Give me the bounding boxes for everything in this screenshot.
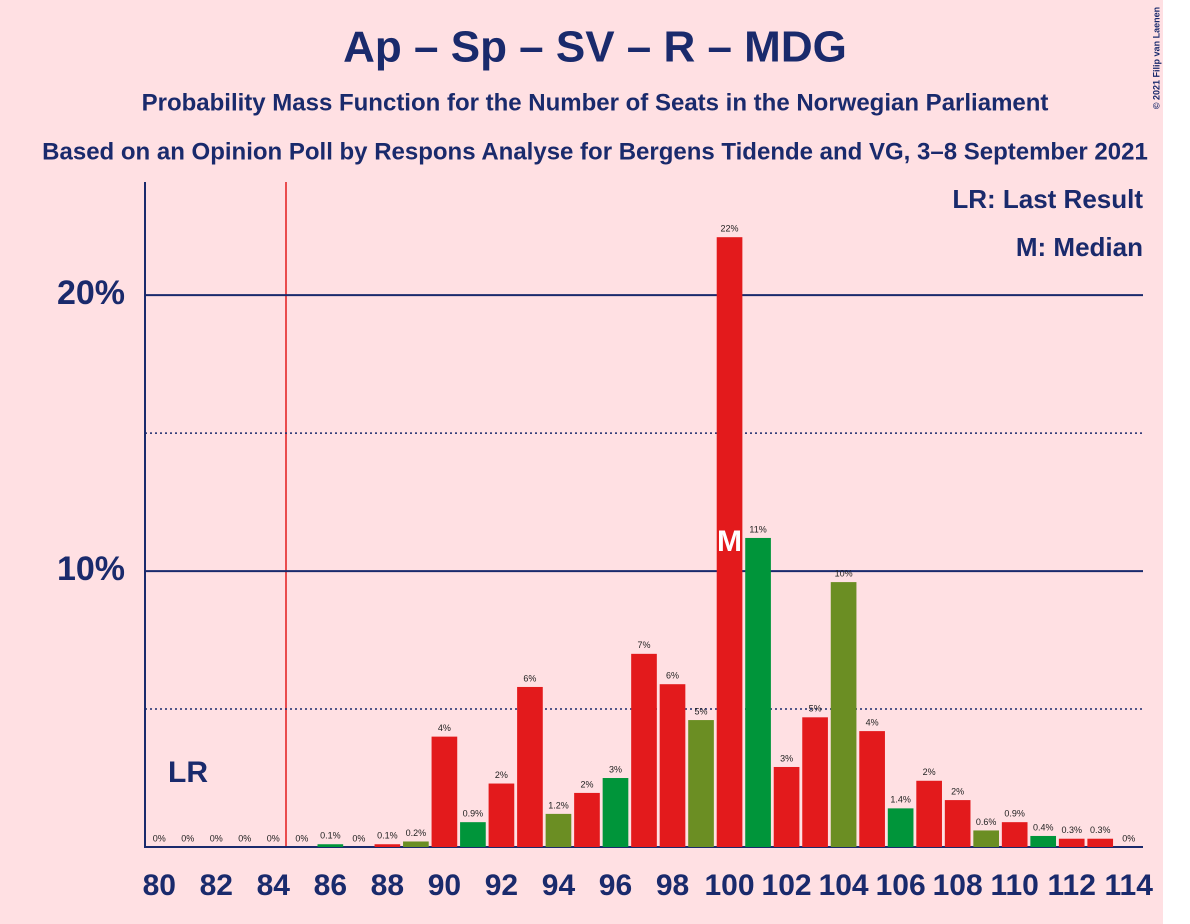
x-tick-label: 80 [143,869,176,902]
value-label: 4% [438,723,451,733]
bar [403,841,429,847]
value-label: 6% [666,671,679,681]
subtitle: Based on an Opinion Poll by Respons Anal… [42,138,1148,165]
bar [1001,822,1028,847]
x-tick-label: 94 [542,869,576,902]
bar [631,653,657,847]
value-label: 2% [923,767,936,777]
median-marker: M [717,525,742,558]
chart-title: Ap – Sp – SV – R – MDG [343,23,847,72]
x-tick-label: 112 [1048,869,1096,902]
value-label: 3% [609,764,622,774]
value-label: 0.1% [377,831,398,841]
value-label: 0% [267,833,280,843]
bar [745,537,771,847]
bar [1058,838,1085,847]
x-tick-label: 92 [485,869,518,902]
legend-entry: LR: Last Result [952,184,1143,214]
value-label: 2% [495,770,508,780]
value-label: 0.3% [1061,825,1082,835]
y-tick-label: 10% [57,550,125,588]
subtitle: Probability Mass Function for the Number… [142,89,1049,116]
value-label: 5% [809,704,822,714]
bar [602,778,629,847]
x-tick-label: 108 [933,869,983,902]
x-tick-label: 98 [656,869,689,902]
bar [659,684,686,847]
y-tick-label: 20% [57,274,125,312]
value-label: 0% [210,833,223,843]
x-tick-label: 90 [428,869,461,902]
bar [317,844,344,847]
value-label: 6% [523,673,536,683]
value-label: 0.3% [1090,825,1111,835]
bar [517,686,543,847]
x-tick-label: 82 [200,869,233,902]
bar [488,783,515,847]
last-result-label: LR [168,756,208,789]
x-tick-label: 86 [314,869,347,902]
value-label: 10% [835,568,853,578]
x-tick-label: 110 [990,869,1038,902]
x-tick-label: 114 [1105,869,1154,902]
bar [1087,838,1114,847]
bar [916,780,942,847]
bar [773,766,800,847]
bar [887,808,914,847]
value-label: 0% [352,833,365,843]
x-tick-label: 96 [599,869,632,902]
value-label: 22% [721,224,739,234]
value-label: 11% [749,524,766,534]
background [0,0,1163,924]
x-tick-label: 102 [762,869,812,902]
bar [830,582,857,847]
value-label: 4% [866,717,879,727]
value-label: 5% [695,706,708,716]
x-tick-label: 100 [705,869,755,902]
value-label: 0% [295,833,308,843]
value-label: 0% [1122,833,1135,843]
value-label: 3% [780,753,793,763]
bar [574,792,600,847]
value-label: 0% [153,833,166,843]
value-label: 0.2% [406,828,427,838]
bar [973,830,1000,847]
value-label: 0.1% [320,831,341,841]
value-label: 2% [951,786,964,796]
value-label: 2% [580,779,593,789]
value-label: 0.4% [1033,822,1054,832]
value-label: 0.9% [1004,809,1025,819]
value-label: 1.4% [890,795,911,805]
value-label: 7% [637,640,650,650]
bar [688,720,714,847]
bar [460,822,486,847]
value-label: 0.6% [976,817,997,827]
bar [859,731,885,847]
x-tick-label: 106 [876,869,926,902]
value-label: 0% [181,833,194,843]
value-label: 0% [238,833,251,843]
bar [716,237,743,848]
bar [431,736,458,847]
x-tick-label: 88 [371,869,404,902]
x-tick-label: 84 [257,869,291,902]
bar [374,844,401,847]
legend-entry: M: Median [1016,232,1143,262]
value-label: 0.9% [463,809,484,819]
bar [1030,835,1057,847]
value-label: 1.2% [548,800,569,810]
x-tick-label: 104 [819,869,869,902]
bar [944,800,971,847]
copyright: © 2021 Filip van Laenen [1151,7,1161,109]
bar [545,813,572,847]
bar [802,717,828,847]
